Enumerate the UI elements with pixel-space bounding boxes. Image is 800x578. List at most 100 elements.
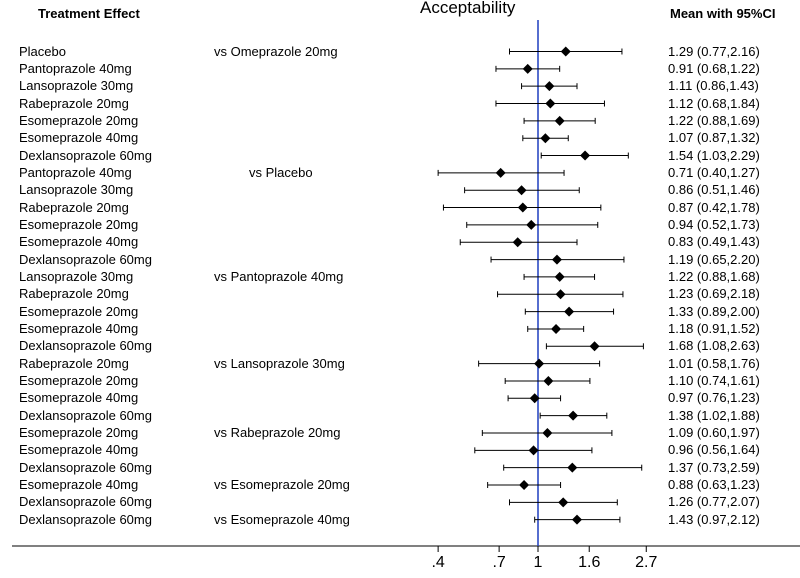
- treatment-label: Rabeprazole 20mg: [19, 199, 129, 215]
- mean-ci-label: 1.18 (0.91,1.52): [668, 320, 760, 336]
- treatment-label: Dexlansoprazole 60mg: [19, 338, 152, 354]
- mean-ci-label: 0.96 (0.56,1.64): [668, 442, 760, 458]
- treatment-label: Esomeprazole 40mg: [19, 130, 139, 146]
- mean-ci-label: 0.86 (0.51,1.46): [668, 182, 760, 198]
- point-estimate: [551, 254, 562, 265]
- treatment-label: Esomeprazole 40mg: [19, 477, 139, 492]
- mean-ci-label: 1.26 (0.77,2.07): [668, 494, 760, 510]
- treatment-label: Rabeprazole 20mg: [19, 355, 129, 371]
- mean-ci-label: 1.29 (0.77,2.16): [668, 43, 760, 59]
- point-estimate: [540, 133, 551, 144]
- treatment-label: Esomeprazole 40mg: [19, 320, 139, 336]
- treatment-label: Dexlansoprazole 60mg: [19, 511, 152, 527]
- treatment-label: Dexlansoprazole 60mg: [19, 407, 152, 423]
- point-estimate: [560, 46, 571, 57]
- treatment-label: Pantoprazole 40mg: [19, 60, 132, 76]
- mean-ci-label: 1.11 (0.86,1.43): [668, 78, 759, 94]
- point-estimate: [567, 462, 578, 473]
- mean-ci-label: 0.87 (0.42,1.78): [668, 199, 760, 215]
- mean-ci-label: 0.71 (0.40,1.27): [668, 164, 760, 180]
- point-estimate: [544, 81, 555, 92]
- treatment-label: Pantoprazole 40mg: [19, 164, 132, 180]
- mean-ci-label: 0.83 (0.49,1.43): [668, 234, 760, 250]
- mean-ci-label: 0.88 (0.63,1.23): [668, 477, 760, 492]
- x-tick-label: 1: [533, 554, 543, 571]
- point-estimate: [551, 323, 562, 334]
- treatment-label: Rabeprazole 20mg: [19, 286, 129, 302]
- mean-ci-label: 0.91 (0.68,1.22): [668, 60, 760, 76]
- mean-ci-label: 1.33 (0.89,2.00): [668, 303, 760, 319]
- point-estimate: [555, 289, 566, 300]
- treatment-label: Dexlansoprazole 60mg: [19, 494, 152, 510]
- mean-ci-label: 1.54 (1.03,2.29): [668, 147, 760, 163]
- x-tick-label: 1.6: [578, 554, 601, 571]
- treatment-label: Dexlansoprazole 60mg: [19, 251, 152, 267]
- comparator-label: vs Pantoprazole 40mg: [214, 268, 344, 284]
- comparator-label: vs Placebo: [249, 164, 313, 180]
- treatment-label: Placebo: [19, 43, 66, 59]
- mean-ci-label: 1.07 (0.87,1.32): [668, 130, 760, 146]
- comparator-label: vs Rabeprazole 20mg: [214, 424, 341, 440]
- mean-ci-label: 1.38 (1.02,1.88): [668, 407, 760, 423]
- treatment-label: Lansoprazole 30mg: [19, 78, 134, 94]
- mean-ci-label: 1.37 (0.73,2.59): [668, 459, 760, 475]
- treatment-label: Esomeprazole 20mg: [19, 216, 139, 232]
- point-estimate: [543, 375, 554, 386]
- point-estimate: [519, 480, 530, 490]
- point-estimate: [495, 167, 506, 178]
- comparator-label: vs Esomeprazole 20mg: [214, 477, 350, 492]
- treatment-label: Esomeprazole 40mg: [19, 390, 139, 406]
- header-mean-ci: Mean with 95%CI: [670, 6, 776, 21]
- mean-ci-label: 1.12 (0.68,1.84): [668, 95, 760, 111]
- comparator-label: vs Omeprazole 20mg: [214, 43, 338, 59]
- treatment-label: Esomeprazole 20mg: [19, 303, 139, 319]
- treatment-label: Esomeprazole 40mg: [19, 234, 139, 250]
- comparator-label: vs Esomeprazole 40mg: [214, 511, 350, 527]
- treatment-label: Dexlansoprazole 60mg: [19, 459, 152, 475]
- treatment-label: Lansoprazole 30mg: [19, 182, 134, 198]
- point-estimate: [554, 115, 565, 126]
- treatment-label: Lansoprazole 30mg: [19, 268, 134, 284]
- mean-ci-label: 1.22 (0.88,1.68): [668, 268, 760, 284]
- point-estimate: [568, 410, 579, 421]
- point-estimate: [528, 445, 539, 456]
- header-treatment-effect: Treatment Effect: [38, 6, 140, 21]
- treatment-label: Esomeprazole 40mg: [19, 442, 139, 458]
- point-estimate: [526, 219, 537, 230]
- comparator-label: vs Lansoprazole 30mg: [214, 355, 345, 371]
- mean-ci-label: 1.09 (0.60,1.97): [668, 424, 760, 440]
- point-estimate: [564, 306, 575, 317]
- point-estimate: [554, 271, 565, 282]
- mean-ci-label: 1.10 (0.74,1.61): [668, 372, 760, 388]
- mean-ci-label: 1.19 (0.65,2.20): [668, 251, 760, 267]
- treatment-label: Dexlansoprazole 60mg: [19, 147, 152, 163]
- point-estimate: [534, 358, 545, 369]
- point-estimate: [580, 150, 591, 161]
- mean-ci-label: 1.68 (1.08,2.63): [668, 338, 760, 354]
- x-tick-label: .4: [431, 554, 445, 571]
- point-estimate: [545, 98, 556, 109]
- mean-ci-label: 1.01 (0.58,1.76): [668, 355, 760, 371]
- treatment-label: Esomeprazole 20mg: [19, 424, 139, 440]
- point-estimate: [516, 185, 527, 196]
- point-estimate: [529, 393, 540, 404]
- x-tick-label: 2.7: [635, 554, 658, 571]
- chart-title: Acceptability: [420, 0, 516, 17]
- treatment-label: Rabeprazole 20mg: [19, 95, 129, 111]
- point-estimate: [542, 427, 553, 438]
- treatment-label: Esomeprazole 20mg: [19, 372, 139, 388]
- mean-ci-label: 1.23 (0.69,2.18): [668, 286, 760, 302]
- mean-ci-label: 0.97 (0.76,1.23): [668, 390, 760, 406]
- mean-ci-label: 1.22 (0.88,1.69): [668, 112, 760, 128]
- point-estimate: [517, 202, 528, 213]
- mean-ci-label: 0.94 (0.52,1.73): [668, 216, 760, 232]
- x-tick-label: .7: [492, 554, 506, 571]
- mean-ci-label: 1.43 (0.97,2.12): [668, 511, 760, 527]
- treatment-label: Esomeprazole 20mg: [19, 112, 139, 128]
- point-estimate: [589, 341, 600, 352]
- point-estimate: [522, 63, 533, 74]
- point-estimate: [571, 514, 582, 525]
- point-estimate: [558, 497, 569, 508]
- point-estimate: [512, 237, 523, 248]
